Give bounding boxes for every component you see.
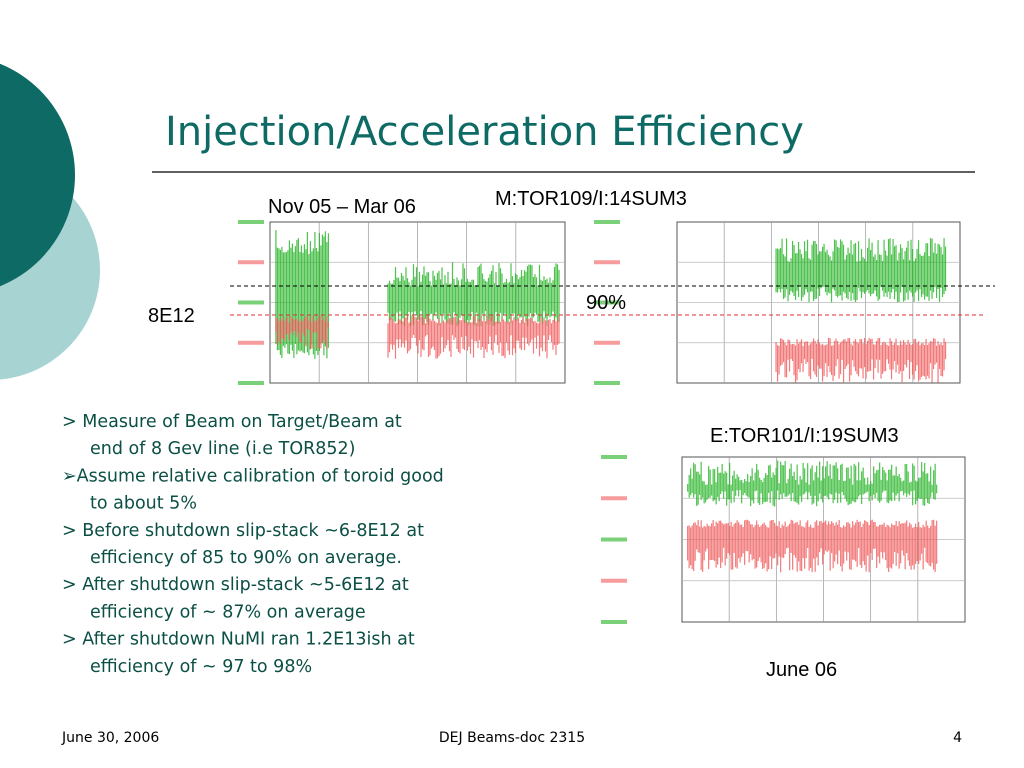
plot-axis-label xyxy=(601,496,627,501)
plot-axis-label xyxy=(594,300,620,305)
footer-date: June 30, 2006 xyxy=(61,730,159,746)
plot-axis-label xyxy=(601,537,627,542)
bullets: > Measure of Beam on Target/Beam at end o… xyxy=(62,412,444,677)
plot-axis-label xyxy=(238,340,264,345)
deco-circle-dark xyxy=(0,63,75,287)
period-label: June 06 xyxy=(766,659,837,681)
plot-axis-label xyxy=(594,260,620,265)
plot-axis-label xyxy=(238,381,264,385)
plot-axis-label xyxy=(238,220,264,224)
device-label: E:TOR101/I:19SUM3 xyxy=(710,425,899,447)
plots xyxy=(232,215,985,635)
bullet-line: efficiency of 85 to 90% on average. xyxy=(90,548,402,568)
plot-axis-label xyxy=(601,578,627,583)
bullet-line: > Measure of Beam on Target/Beam at xyxy=(62,412,402,432)
bullet-line: efficiency of ~ 87% on average xyxy=(90,602,366,622)
bullet-line: ➢Assume relative calibration of toroid g… xyxy=(62,466,444,486)
plot-axis-label xyxy=(601,455,627,459)
device-label: M:TOR109/I:14SUM3 xyxy=(495,188,687,210)
plot-axis-label xyxy=(594,340,620,345)
bullet-line: > After shutdown slip-stack ~5-6E12 at xyxy=(62,575,409,595)
bullet-line: end of 8 Gev line (i.e TOR852) xyxy=(90,439,355,459)
title: Injection/Acceleration Efficiency xyxy=(165,109,804,155)
plot-axis-label xyxy=(594,220,620,224)
period-label: Nov 05 – Mar 06 xyxy=(268,196,416,218)
bullet-line: > After shutdown NuMI ran 1.2E13ish at xyxy=(62,630,415,650)
efficiency-label: 90% xyxy=(586,292,626,314)
plot-axis-label xyxy=(238,260,264,265)
bullet-line: to about 5% xyxy=(90,494,197,514)
plot-axis-label xyxy=(601,620,627,624)
footer-page: 4 xyxy=(953,730,962,746)
intensity-label: 8E12 xyxy=(148,305,195,327)
plot-axis-label xyxy=(594,381,620,385)
bullet-line: efficiency of ~ 97 to 98% xyxy=(90,657,312,677)
footer-doc: DEJ Beams-doc 2315 xyxy=(439,730,585,746)
plot-axis-label xyxy=(238,300,264,305)
bullet-line: > Before shutdown slip-stack ~6-8E12 at xyxy=(62,521,424,541)
